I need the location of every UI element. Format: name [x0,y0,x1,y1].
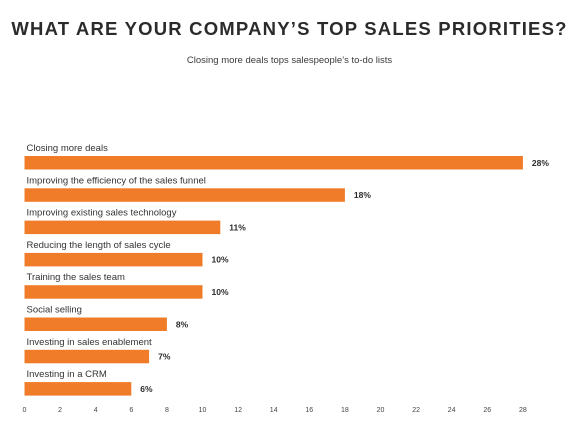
category-label: Social selling [27,305,82,316]
x-tick-label: 0 [23,407,27,414]
category-label: Reducing the length of sales cycle [27,240,171,251]
x-tick-label: 20 [377,407,385,414]
x-tick-label: 14 [270,407,278,414]
value-label: 10% [212,255,229,265]
value-label: 11% [229,222,246,232]
category-label: Training the sales team [27,272,125,283]
x-tick-label: 6 [129,407,133,414]
bar [24,252,203,267]
value-label: 6% [140,384,153,394]
category-label: Improving existing sales technology [27,208,177,219]
x-tick-label: 18 [341,407,349,414]
x-tick-label: 4 [94,407,98,414]
value-label: 10% [212,287,229,297]
value-label: 7% [158,352,171,362]
bar [24,220,221,235]
bar [24,382,132,396]
chart-subtitle: Closing more deals tops salespeople’s to… [186,55,393,66]
bar [24,285,203,299]
x-tick-label: 24 [448,407,456,414]
category-label: Investing in a CRM [27,369,107,380]
category-label: Investing in sales enablement [27,337,153,348]
x-tick-label: 2 [58,407,62,414]
bar [24,156,523,170]
x-tick-label: 12 [234,407,242,414]
bar [24,188,345,202]
x-tick-label: 10 [199,407,207,414]
x-tick-label: 8 [165,407,169,414]
value-label: 18% [354,190,371,200]
x-tick-label: 16 [305,407,313,414]
x-tick-label: 26 [483,407,491,414]
x-tick-label: 22 [412,407,420,414]
bar [24,349,150,364]
chart-title: WHAT ARE YOUR COMPANY’S TOP SALES PRIORI… [11,18,568,39]
category-label: Improving the efficiency of the sales fu… [27,175,206,186]
category-label: Closing more deals [27,143,109,154]
value-label: 8% [176,319,189,329]
x-tick-label: 28 [519,407,527,414]
value-label: 28% [532,158,549,168]
bar [24,317,167,331]
